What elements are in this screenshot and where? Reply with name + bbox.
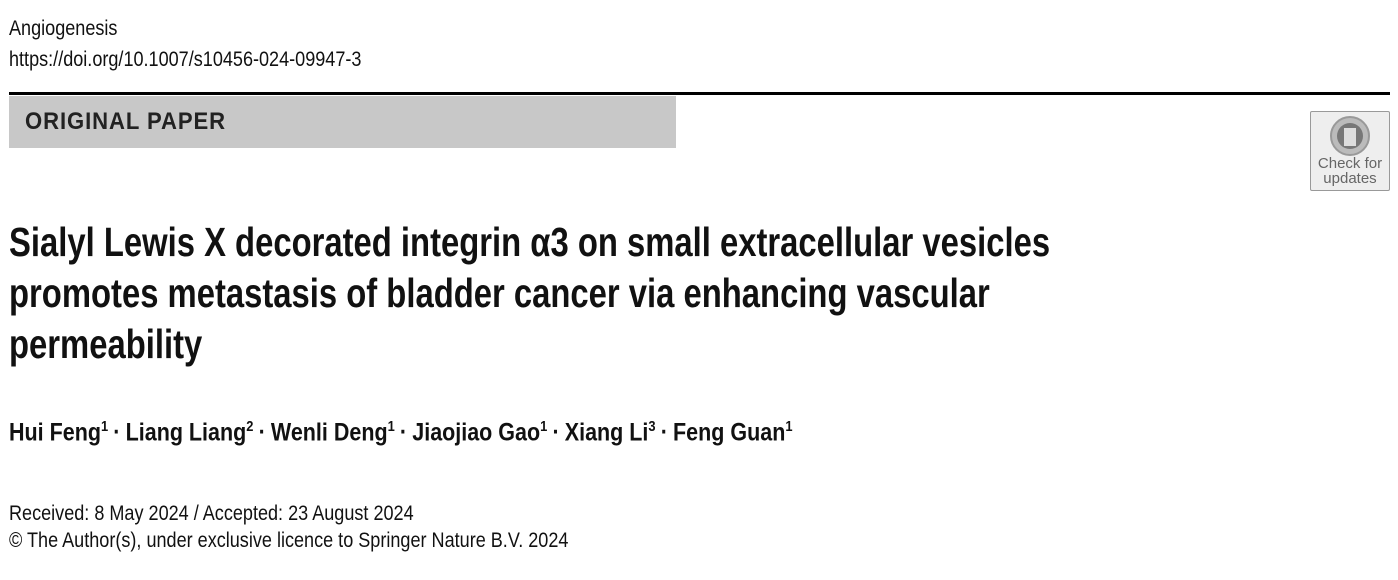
author-name: Hui Feng [9, 418, 101, 447]
title-line: Sialyl Lewis X decorated integrin α3 on … [9, 219, 1051, 265]
author-affiliation: 1 [100, 418, 109, 435]
type-box [9, 96, 676, 148]
journal: Angiogenesis [9, 17, 118, 40]
badge-icon [1330, 116, 1370, 156]
author-affiliation: 3 [648, 418, 656, 435]
author-affiliation: 1 [387, 418, 395, 435]
author-separator: · [660, 418, 668, 447]
rule [9, 92, 1390, 95]
author-affiliation: 1 [540, 418, 548, 435]
check-updates-badge[interactable]: Check for updates [1310, 111, 1390, 191]
author-affiliation: 1 [785, 418, 793, 435]
author-separator: · [552, 418, 560, 447]
author-separator: · [399, 418, 408, 447]
title-line: permeability [9, 321, 203, 367]
author-name: Xiang Li [564, 418, 649, 447]
author-affiliation: 2 [246, 418, 254, 435]
author-name: Jiaojiao Gao [412, 418, 541, 447]
title-line: promotes metastasis of bladder cancer vi… [9, 270, 990, 316]
author-separator: · [258, 418, 266, 447]
author-name: Liang Liang [125, 418, 247, 447]
copyright: © The Author(s), under exclusive licence… [9, 529, 569, 552]
author-separator: · [113, 418, 121, 447]
badge-line: updates [1323, 170, 1377, 187]
author-name: Wenli Deng [270, 418, 388, 447]
doi[interactable]: https://doi.org/10.1007/s10456-024-09947… [9, 48, 362, 71]
authors: Hui Feng1 · Liang Liang2 · Wenli Deng1 · Jiaoj… [9, 418, 793, 447]
dates: Received: 8 May 2024 / Accepted: 23 Augu… [9, 502, 414, 525]
article-type: ORIGINAL PAPER [25, 108, 226, 135]
author-name: Feng Guan [673, 418, 786, 447]
badge-line: Check for [1317, 155, 1383, 172]
